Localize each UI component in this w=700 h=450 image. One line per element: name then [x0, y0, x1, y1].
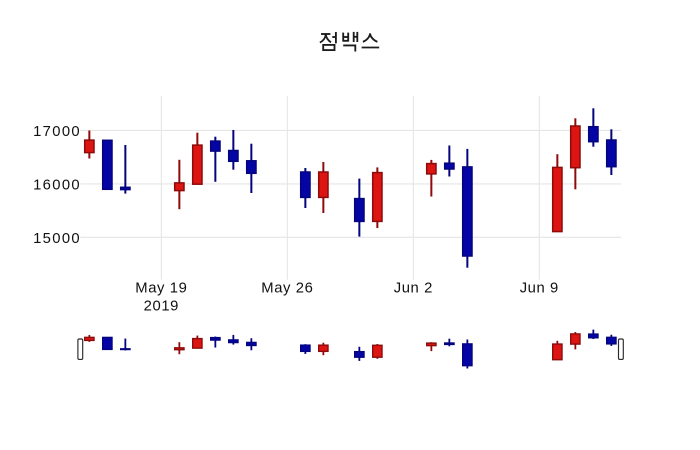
svg-text:Jun 9: Jun 9 [520, 281, 559, 297]
svg-text:17000: 17000 [33, 124, 81, 140]
svg-text:Jun 2: Jun 2 [394, 281, 433, 297]
svg-text:15000: 15000 [33, 231, 81, 247]
svg-text:2019: 2019 [144, 299, 179, 315]
svg-text:May 19: May 19 [135, 281, 187, 297]
svg-text:16000: 16000 [33, 177, 81, 193]
svg-text:May 26: May 26 [261, 281, 313, 297]
